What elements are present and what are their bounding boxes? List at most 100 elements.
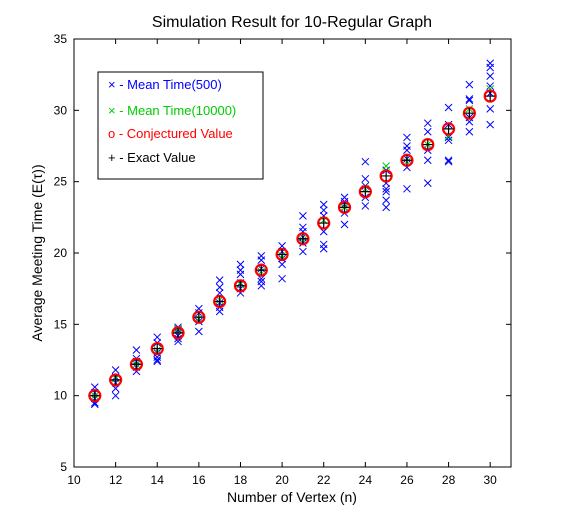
point-s3-0 xyxy=(89,390,100,401)
point-s2-3 xyxy=(150,341,164,356)
point-s0-97 xyxy=(444,133,453,142)
point-s0-53 xyxy=(278,260,286,269)
x-tick-label-7: 24 xyxy=(359,473,373,487)
point-s3-1 xyxy=(110,374,121,385)
point-s0-106 xyxy=(486,120,495,129)
x-tick-label-10: 30 xyxy=(484,473,498,487)
point-s3-13 xyxy=(360,186,371,197)
chart-title: Simulation Result for 10-Regular Graph xyxy=(152,14,432,31)
point-s2-16 xyxy=(421,137,435,152)
point-s2-4 xyxy=(171,326,185,340)
point-s2-19 xyxy=(483,89,497,103)
y-tick-label-1: 10 xyxy=(54,389,68,403)
point-s0-5 xyxy=(111,366,120,374)
x-tick-label-0: 10 xyxy=(67,473,81,487)
point-s0-77 xyxy=(382,203,390,212)
x-tick-label-8: 26 xyxy=(400,473,414,487)
point-s0-67 xyxy=(340,220,349,229)
point-s0-15 xyxy=(153,333,162,342)
y-tick-label-4: 25 xyxy=(54,175,68,189)
point-s0-108 xyxy=(486,82,495,90)
point-s0-0 xyxy=(90,383,99,391)
point-s0-79 xyxy=(382,196,390,205)
point-s0-41 xyxy=(236,266,245,274)
point-s3-8 xyxy=(256,265,267,276)
point-s0-82 xyxy=(403,133,411,142)
point-s3-19 xyxy=(485,91,496,102)
point-s0-81 xyxy=(382,187,390,196)
data-marks xyxy=(88,59,497,409)
point-s3-14 xyxy=(381,170,392,181)
point-s2-2 xyxy=(129,357,144,371)
point-s0-63 xyxy=(319,227,328,236)
point-s0-78 xyxy=(382,184,390,193)
point-s0-55 xyxy=(299,247,307,256)
y-tick-label-5: 30 xyxy=(54,103,68,117)
point-s0-92 xyxy=(423,156,432,165)
point-s0-96 xyxy=(444,157,453,166)
x-tick-label-5: 20 xyxy=(275,473,289,487)
point-s0-33 xyxy=(215,289,224,297)
point-s2-18 xyxy=(462,106,476,120)
point-s0-103 xyxy=(465,96,474,105)
point-s0-48 xyxy=(257,277,266,286)
x-tick-label-2: 14 xyxy=(151,473,165,487)
x-tick-label-1: 12 xyxy=(109,473,123,487)
point-s0-54 xyxy=(299,212,307,220)
point-s0-73 xyxy=(361,174,370,183)
point-s2-17 xyxy=(441,122,456,136)
point-s3-11 xyxy=(318,218,329,229)
point-s0-7 xyxy=(111,391,120,400)
point-s0-60 xyxy=(319,200,328,209)
point-s0-71 xyxy=(361,157,370,166)
point-s0-22 xyxy=(174,337,182,346)
point-s0-93 xyxy=(444,103,453,112)
y-tick-label-2: 15 xyxy=(54,317,68,331)
point-s3-15 xyxy=(401,155,412,166)
point-s0-20 xyxy=(153,356,162,364)
point-s2-7 xyxy=(233,279,248,293)
point-s0-89 xyxy=(423,179,432,187)
point-s3-7 xyxy=(235,280,246,291)
point-s3-16 xyxy=(422,139,433,150)
legend-entry-mean-500: × - Mean Time(500) xyxy=(108,77,222,92)
legend-entry-conjectured: o - Conjectured Value xyxy=(108,126,233,141)
point-s0-64 xyxy=(319,240,328,249)
y-tick-label-0: 5 xyxy=(60,460,67,474)
point-s2-0 xyxy=(88,389,102,403)
point-s2-8 xyxy=(254,263,268,277)
point-s2-12 xyxy=(337,200,352,214)
point-s0-101 xyxy=(465,95,474,103)
point-s2-14 xyxy=(379,169,393,183)
point-s3-4 xyxy=(173,327,184,338)
point-s0-57 xyxy=(299,223,307,232)
x-tick-label-6: 22 xyxy=(317,473,331,487)
x-axis-label: Number of Vertex (n) xyxy=(227,489,357,505)
point-s0-47 xyxy=(257,256,266,264)
point-s0-111 xyxy=(486,63,495,72)
point-s0-110 xyxy=(486,105,495,113)
point-s0-99 xyxy=(465,80,474,89)
point-s0-90 xyxy=(423,127,432,136)
point-s0-94 xyxy=(444,156,453,165)
legend-box xyxy=(97,71,264,180)
point-s0-4 xyxy=(90,400,99,409)
series-2 xyxy=(88,89,497,403)
point-s0-37 xyxy=(236,260,245,269)
point-s2-10 xyxy=(296,232,310,246)
point-s0-6 xyxy=(111,384,120,393)
point-s0-83 xyxy=(403,184,411,193)
point-s2-6 xyxy=(213,294,227,309)
y-axis-label: Average Meeting Time (E(τ)) xyxy=(29,164,45,341)
point-s0-88 xyxy=(423,119,432,128)
point-s0-50 xyxy=(278,274,286,283)
x-tick-label-3: 16 xyxy=(192,473,206,487)
point-s3-9 xyxy=(277,249,288,260)
point-s0-107 xyxy=(486,72,495,80)
point-s3-5 xyxy=(193,312,204,323)
point-s0-100 xyxy=(465,127,474,136)
y-tick-label-6: 35 xyxy=(54,32,68,46)
